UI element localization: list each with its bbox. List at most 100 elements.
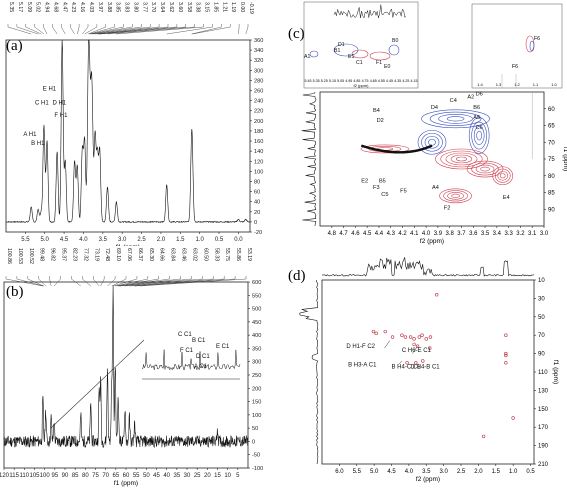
peak-label: 1.19 [230, 2, 236, 12]
peak-label: 99.48 [39, 248, 45, 261]
peak-annotation: E H1 [43, 87, 57, 93]
y-tick-label: 550 [252, 293, 261, 299]
cross-peak-annotation: C6 [476, 125, 483, 131]
peak-label-leader [16, 24, 39, 35]
positive-contour [435, 148, 488, 170]
x-tick-label: 30 [184, 473, 191, 479]
x-tick-label: 2.5 [137, 237, 146, 243]
peak-label: 3.60 [177, 2, 183, 12]
peak-label: 3.15 [204, 2, 210, 12]
peak-label-leader [99, 24, 186, 35]
x-tick-label: 1.0 [509, 469, 518, 475]
inset-x-tick-label: 1.4 [477, 82, 483, 87]
inset-contour [369, 51, 391, 61]
peak-label: 3.38 [195, 2, 201, 12]
y-tick-label: 340 [254, 48, 263, 54]
x-tick-label: 6.0 [335, 469, 344, 475]
y-tick-label: 130 [538, 388, 549, 394]
inset-left-box [303, 1, 419, 89]
peak-label-leader [91, 24, 133, 35]
peak-label-leader [107, 276, 116, 287]
positive-contour [440, 150, 483, 168]
x-tick-label: 0.0 [234, 237, 243, 243]
inset-annotation: E1 [348, 54, 354, 60]
inset-x-tick-label: 5.35 [313, 79, 320, 83]
peak-label-leader [52, 24, 58, 35]
x-tick-label: 5.0 [41, 237, 50, 243]
peak-label: 73.19 [93, 248, 99, 261]
peak-label-leader [238, 24, 240, 35]
cross-peak [390, 335, 395, 339]
cross-peak [428, 346, 432, 350]
y-tick-label: 400 [252, 333, 261, 339]
x-tick-label: 75 [92, 473, 99, 479]
peak-label: 63.84 [170, 248, 176, 261]
cross-peak-annotation: F3 [373, 185, 380, 191]
x-tick-label: 3.2 [516, 231, 525, 237]
y-tick-label: 120 [254, 159, 263, 165]
negative-contour [476, 130, 482, 141]
y-tick-label: -20 [254, 230, 262, 236]
cross-peak [408, 335, 413, 339]
panel-label: (c) [288, 26, 305, 42]
y-tick-label: 65 [548, 124, 555, 130]
peak-label: 55.75 [224, 248, 230, 261]
peak-annotation: F C1 [180, 348, 194, 354]
negative-contour [468, 117, 490, 154]
peak-label: 60.50 [202, 248, 208, 261]
inset-projection-line [333, 4, 407, 19]
inset-annotation: D1 [338, 42, 345, 48]
cross-peak [504, 361, 508, 365]
peak-label-leader [71, 276, 81, 287]
x-tick-label: 3.8 [446, 231, 455, 237]
cross-peak-annotation: B H3-A C1 [348, 362, 377, 368]
y-tick-label: 110 [538, 370, 548, 376]
x-tick-label: 1.5 [176, 237, 185, 243]
negative-contour [428, 138, 436, 146]
x-tick-label: 2.0 [157, 237, 166, 243]
negative-contour [421, 109, 490, 129]
peak-label-leader [118, 276, 181, 287]
y-tick-label: 260 [254, 89, 263, 95]
x-tick-label: 5.5 [21, 237, 30, 243]
peak-label-leader [93, 276, 100, 287]
y-tick-label: 240 [254, 99, 263, 105]
positive-contour [450, 154, 473, 164]
peak-label: 69.10 [115, 248, 121, 261]
positive-contour [360, 144, 410, 154]
y-tick-label: 75 [548, 157, 555, 163]
y-tick-label: 200 [252, 386, 261, 392]
y-tick-label: 200 [254, 119, 263, 125]
y-tick-label: 50 [538, 315, 545, 321]
x-tick-label: 120 [0, 473, 10, 479]
peak-label-leader [100, 276, 105, 287]
peak-label: 3.62 [168, 2, 174, 12]
x-tick-label: 3.0 [540, 231, 549, 237]
peak-label-leader [97, 24, 160, 35]
y-tick-label: 280 [254, 78, 263, 84]
y-tick-label: 40 [254, 200, 260, 206]
peak-annotation: C C1 [178, 332, 192, 338]
peak-label: 1.85 [212, 2, 218, 12]
peak-label-leader [25, 24, 42, 35]
peak-label-leader [124, 276, 203, 287]
x-tick-label: 0.5 [215, 237, 224, 243]
inset-x-tick-label: 5.45 [305, 79, 312, 83]
peak-label-leader [98, 24, 169, 35]
peak-label-leader [7, 24, 32, 35]
inset-annotation: F6 [512, 64, 518, 70]
panel-a: (a)5.55.04.54.03.53.02.52.01.51.00.50.0f… [0, 0, 282, 251]
x-tick-label: 4.7 [339, 231, 348, 237]
inset-x-tick-label: 4.75 [362, 79, 369, 83]
x-tick-label: 4.3 [387, 231, 396, 237]
x-axis-label: f2 (ppm) [416, 476, 440, 483]
plot-frame [321, 279, 535, 465]
peak-label-leader [88, 24, 106, 35]
x-tick-label: 4.0 [405, 469, 414, 475]
positive-contour [447, 192, 464, 200]
peak-label: 77.32 [82, 248, 88, 261]
peak-label: 4.16 [79, 2, 85, 12]
x-tick-label: 3.3 [504, 231, 513, 237]
negative-contour [417, 129, 447, 155]
peak-label-leader [107, 24, 195, 35]
